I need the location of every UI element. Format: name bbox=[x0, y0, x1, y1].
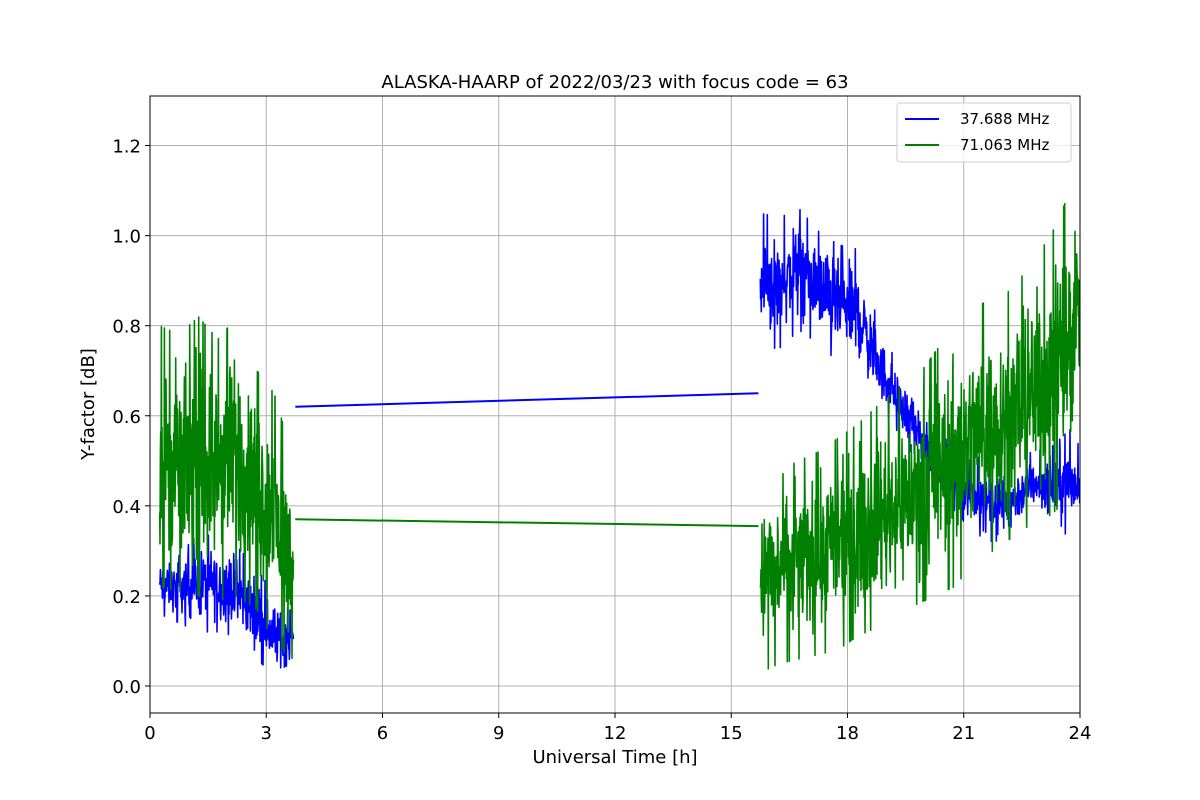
series-layer bbox=[158, 202, 1080, 670]
chart-title: ALASKA-HAARP of 2022/03/23 with focus co… bbox=[381, 72, 848, 93]
y-tick-label: 0.6 bbox=[112, 407, 141, 428]
y-tick-label: 0.8 bbox=[112, 317, 141, 338]
y-tick-label: 0.2 bbox=[112, 587, 141, 608]
y-tick-label: 1.0 bbox=[112, 227, 141, 248]
plot-area bbox=[158, 202, 1080, 670]
x-tick-label: 3 bbox=[261, 723, 272, 744]
series-line-1-segment-0 bbox=[158, 316, 295, 659]
series-line-1-segment-1 bbox=[295, 518, 759, 528]
x-tick-label: 18 bbox=[836, 723, 859, 744]
x-tick-label: 12 bbox=[604, 723, 627, 744]
legend-label-37mhz: 37.688 MHz bbox=[960, 110, 1049, 128]
legend: 37.688 MHz 71.063 MHz bbox=[896, 102, 1072, 163]
x-tick-label: 6 bbox=[377, 723, 388, 744]
x-tick-label: 9 bbox=[493, 723, 504, 744]
x-tick-label: 15 bbox=[720, 723, 743, 744]
grid bbox=[149, 96, 1081, 713]
x-tick-label: 0 bbox=[144, 723, 155, 744]
series-line-1-segment-2 bbox=[759, 202, 1080, 670]
y-axis-label: Y-factor [dB] bbox=[78, 348, 99, 461]
y-tick-label: 0.0 bbox=[112, 677, 141, 698]
legend-box bbox=[896, 102, 1072, 163]
series-line-0-segment-1 bbox=[295, 392, 759, 408]
x-tick-label: 21 bbox=[952, 723, 975, 744]
y-tick-label: 0.4 bbox=[112, 497, 141, 518]
ticks: 0 3 6 9 12 15 18 21 24 0.0 0.2 0.4 0.6 0.8 1.0 1.2 bbox=[112, 137, 1091, 744]
x-tick-label: 24 bbox=[1069, 723, 1092, 744]
y-tick-label: 1.2 bbox=[112, 137, 141, 158]
series-line-0-segment-0 bbox=[158, 534, 295, 669]
legend-label-71mhz: 71.063 MHz bbox=[960, 136, 1049, 154]
x-axis-label: Universal Time [h] bbox=[532, 747, 697, 768]
